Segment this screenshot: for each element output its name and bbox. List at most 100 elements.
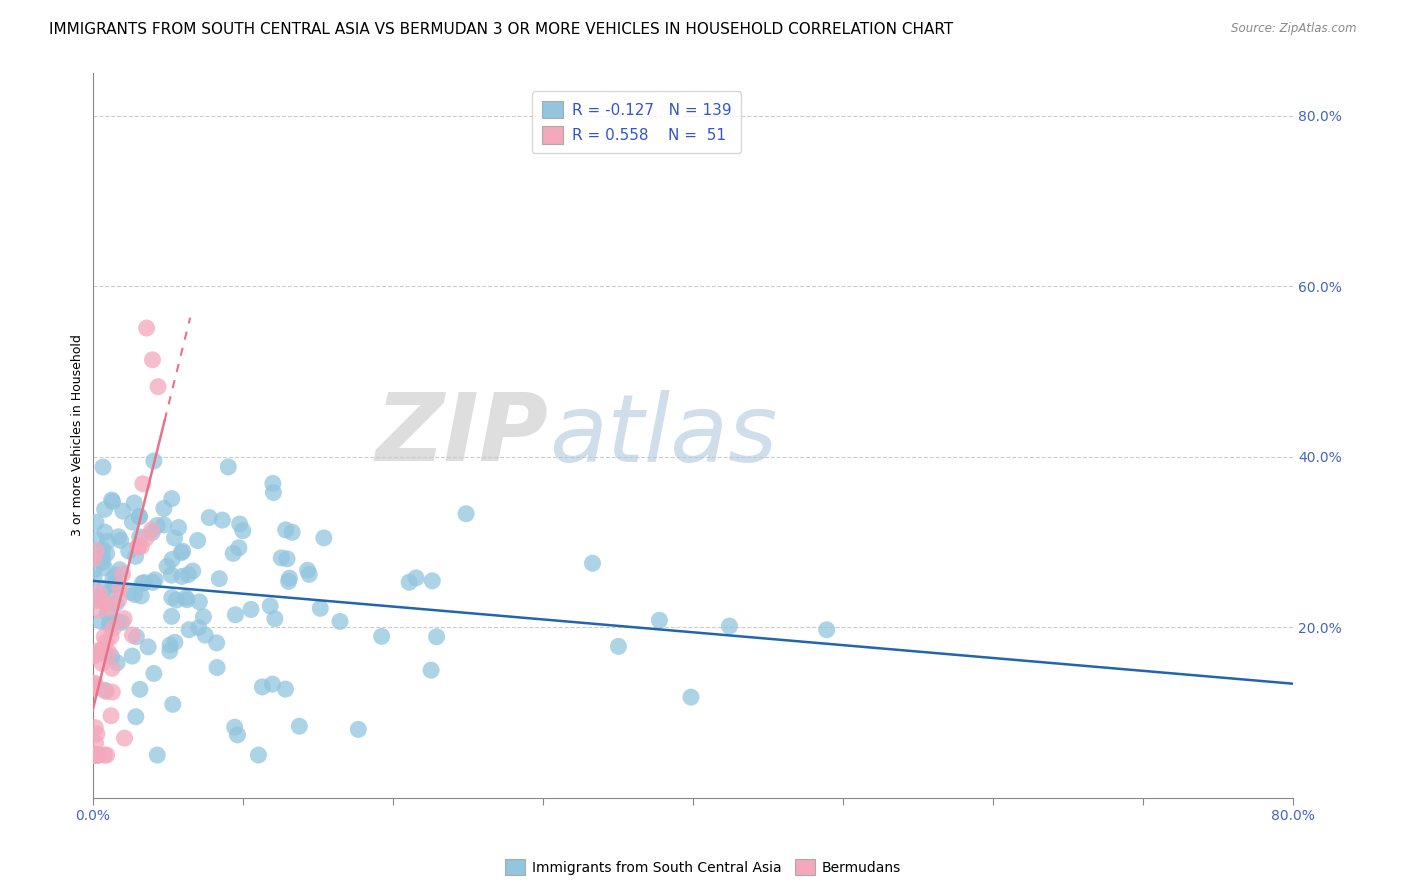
- Point: [124, 549, 146, 564]
- Point: [146, 379, 169, 393]
- Point: [105, 596, 128, 610]
- Point: [205, 660, 228, 674]
- Point: [83, 747, 105, 762]
- Point: [222, 546, 245, 560]
- Point: [83, 563, 105, 577]
- Point: [87, 593, 110, 607]
- Point: [679, 690, 702, 705]
- Point: [87, 585, 110, 599]
- Point: [89, 591, 111, 606]
- Point: [101, 685, 124, 699]
- Point: [91, 549, 114, 564]
- Point: [162, 698, 184, 712]
- Point: [142, 575, 165, 590]
- Point: [131, 576, 153, 591]
- Point: [136, 640, 159, 654]
- Point: [83, 747, 105, 762]
- Point: [86, 727, 108, 741]
- Point: [128, 509, 150, 524]
- Point: [170, 569, 193, 583]
- Point: [94, 683, 117, 698]
- Point: [160, 609, 183, 624]
- Point: [84, 736, 107, 750]
- Point: [107, 592, 129, 607]
- Point: [84, 648, 107, 663]
- Point: [141, 525, 163, 540]
- Point: [94, 596, 117, 610]
- Point: [111, 504, 134, 518]
- Point: [96, 534, 118, 549]
- Point: [83, 551, 105, 566]
- Point: [122, 496, 145, 510]
- Legend: Immigrants from South Central Asia, Bermudans: Immigrants from South Central Asia, Berm…: [499, 854, 907, 880]
- Point: [94, 646, 117, 660]
- Point: [108, 563, 131, 577]
- Point: [198, 510, 221, 524]
- Point: [129, 589, 152, 603]
- Point: [167, 520, 190, 534]
- Point: [278, 571, 301, 585]
- Point: [100, 649, 122, 664]
- Point: [100, 630, 122, 644]
- Point: [110, 533, 132, 548]
- Point: [90, 615, 112, 629]
- Point: [420, 574, 443, 588]
- Point: [163, 635, 186, 649]
- Point: [153, 501, 176, 516]
- Point: [252, 680, 274, 694]
- Text: IMMIGRANTS FROM SOUTH CENTRAL ASIA VS BERMUDAN 3 OR MORE VEHICLES IN HOUSEHOLD C: IMMIGRANTS FROM SOUTH CENTRAL ASIA VS BE…: [49, 22, 953, 37]
- Point: [84, 516, 107, 530]
- Point: [142, 666, 165, 681]
- Point: [120, 585, 142, 599]
- Text: ZIP: ZIP: [375, 389, 548, 482]
- Point: [142, 454, 165, 468]
- Point: [104, 568, 127, 582]
- Point: [84, 747, 107, 762]
- Point: [228, 541, 250, 555]
- Point: [276, 551, 298, 566]
- Point: [228, 516, 250, 531]
- Point: [127, 540, 149, 554]
- Point: [87, 644, 110, 658]
- Point: [83, 571, 105, 585]
- Point: [101, 494, 124, 508]
- Point: [89, 603, 111, 617]
- Point: [607, 640, 630, 654]
- Point: [87, 747, 110, 762]
- Point: [108, 581, 131, 595]
- Point: [111, 567, 134, 582]
- Point: [156, 559, 179, 574]
- Point: [112, 612, 135, 626]
- Point: [165, 593, 187, 607]
- Point: [262, 485, 284, 500]
- Point: [174, 591, 197, 605]
- Point: [262, 677, 284, 691]
- Point: [146, 518, 169, 533]
- Point: [121, 628, 143, 642]
- Point: [98, 601, 121, 615]
- Point: [224, 720, 246, 734]
- Point: [211, 513, 233, 527]
- Point: [86, 747, 108, 762]
- Y-axis label: 3 or more Vehicles in Household: 3 or more Vehicles in Household: [72, 334, 84, 536]
- Point: [97, 645, 120, 659]
- Point: [100, 584, 122, 599]
- Point: [288, 719, 311, 733]
- Point: [91, 642, 114, 657]
- Point: [121, 515, 143, 529]
- Point: [83, 647, 105, 661]
- Point: [217, 459, 239, 474]
- Point: [105, 656, 128, 670]
- Point: [454, 507, 477, 521]
- Point: [96, 747, 118, 762]
- Point: [135, 532, 157, 546]
- Point: [181, 564, 204, 578]
- Point: [128, 509, 150, 524]
- Point: [84, 676, 107, 690]
- Point: [129, 682, 152, 697]
- Point: [232, 524, 254, 538]
- Point: [98, 617, 121, 632]
- Point: [84, 543, 107, 558]
- Point: [188, 595, 211, 609]
- Point: [96, 606, 118, 620]
